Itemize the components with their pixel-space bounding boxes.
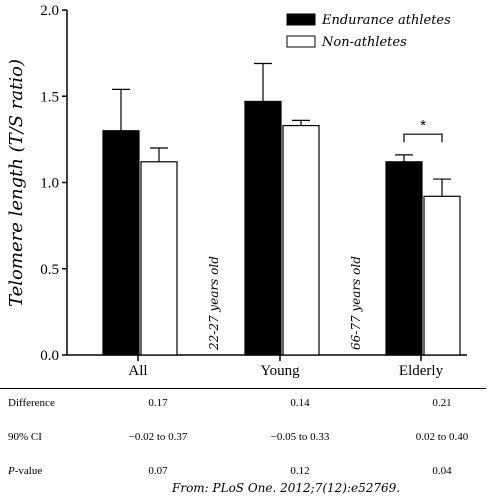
legend-swatch-non-athletes: [286, 35, 316, 48]
legend-swatch-endurance: [286, 13, 316, 26]
bar-elderly-endurance: [385, 161, 423, 356]
y-tick-label-1: 0.5: [40, 262, 59, 278]
y-tick-label-0: 0.0: [40, 348, 59, 364]
bar-young-endurance: [244, 100, 282, 356]
bar-young-non-athletes: [282, 124, 320, 356]
ci-label: 90% CI: [8, 431, 42, 443]
legend-label-non-athletes: Non-athletes: [321, 35, 407, 50]
ci-elderly: 0.02 to 0.40: [415, 431, 469, 443]
difference-elderly: 0.21: [432, 397, 452, 409]
pvalue-label-suffix: -value: [14, 465, 43, 477]
category-label-young: Young: [260, 363, 300, 379]
difference-young: 0.14: [290, 397, 310, 409]
pvalue-label: P-value: [8, 465, 42, 477]
plot-area: 0.0 0.5 1.0 1.5 2.0 All Young Elderly 22-27 year…: [40, 3, 467, 379]
group-note-1: 66-77 years old: [349, 256, 363, 350]
stats-table: Difference 0.17 0.14 0.21 90% CI −0.02 t…: [0, 388, 490, 480]
pvalue-all: 0.07: [148, 465, 168, 477]
ci-all: −0.02 to 0.37: [128, 431, 188, 443]
significance-asterisk: *: [420, 117, 426, 134]
ci-young: −0.05 to 0.33: [270, 431, 330, 443]
difference-label: Difference: [8, 397, 55, 409]
pvalue-young: 0.12: [290, 465, 310, 477]
pvalue-elderly: 0.04: [432, 465, 452, 477]
group-note-0: 22-27 years old: [207, 256, 221, 351]
legend-label-endurance: Endurance athletes: [321, 13, 451, 28]
significance-bracket: [403, 133, 443, 143]
bar-all-endurance: [102, 130, 140, 356]
pvalue-row: P-value 0.07 0.12 0.04: [0, 465, 490, 483]
table-divider: [0, 388, 486, 389]
bar-all-non-athletes: [140, 161, 178, 356]
difference-all: 0.17: [148, 397, 168, 409]
pvalue-label-italic: P: [8, 465, 15, 477]
telomere-bar-chart: 0.0 0.5 1.0 1.5 2.0 All Young Elderly 22-27 year…: [6, 3, 467, 379]
bar-elderly-non-athletes: [423, 195, 461, 356]
y-tick-label-2: 1.0: [40, 176, 59, 192]
y-tick-label-3: 1.5: [40, 89, 59, 105]
category-label-elderly: Elderly: [399, 363, 444, 379]
ci-row: 90% CI −0.02 to 0.37 −0.05 to 0.33 0.02 …: [0, 431, 490, 449]
difference-row: Difference 0.17 0.14 0.21: [0, 397, 490, 415]
citation: From: PLoS One. 2012;7(12):e52769.: [172, 481, 401, 495]
category-label-all: All: [128, 363, 147, 379]
y-tick-label-4: 2.0: [40, 3, 59, 19]
y-axis-label: Telomere length (T/S ratio): [6, 59, 27, 307]
legend: Endurance athletes Non-athletes: [286, 13, 451, 50]
